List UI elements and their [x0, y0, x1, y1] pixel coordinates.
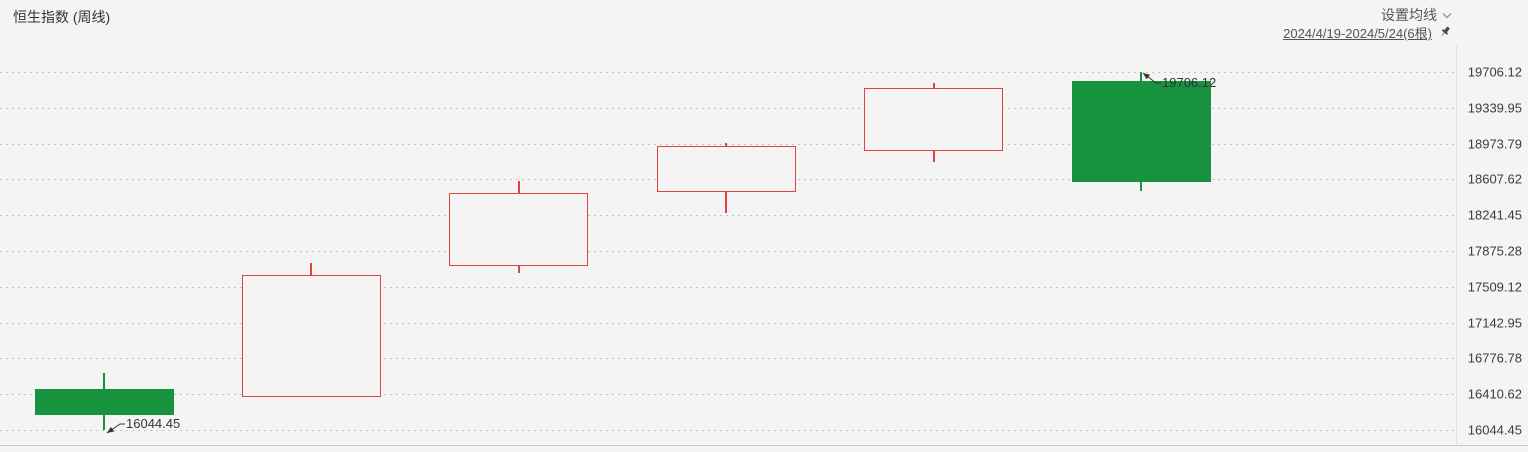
pin-icon[interactable] [1437, 25, 1452, 40]
chevron-down-icon [1442, 12, 1452, 18]
chart-bottom-border [0, 445, 1528, 446]
low-annotation-label: 16044.45 [126, 416, 181, 431]
gridline [0, 394, 1456, 396]
high-annotation-label: 19706.12 [1162, 75, 1217, 90]
y-axis-tick-label: 16776.78 [1467, 350, 1522, 366]
chart-title: 恒生指数 (周线) [13, 9, 111, 25]
y-axis-tick-label: 19339.95 [1467, 100, 1522, 116]
ma-settings-button[interactable]: 设置均线 [1381, 5, 1452, 25]
gridline [0, 358, 1456, 360]
candle[interactable] [449, 192, 589, 266]
y-axis-tick-label: 17142.95 [1467, 315, 1522, 331]
date-range-link[interactable]: 2024/4/19-2024/5/24(6根) [1283, 26, 1432, 41]
gridline [0, 430, 1456, 431]
candle[interactable] [34, 388, 174, 415]
candle[interactable] [241, 274, 381, 397]
candle[interactable] [1071, 81, 1211, 182]
gridline [0, 143, 1456, 145]
y-axis-tick-label: 18241.45 [1467, 207, 1522, 223]
y-axis-tick-label: 17509.12 [1467, 279, 1522, 295]
y-axis-tick-label: 17875.28 [1467, 243, 1522, 259]
y-axis-tick-label: 16044.45 [1467, 422, 1522, 438]
y-axis-tick-label: 16410.62 [1467, 386, 1522, 402]
ma-settings-label: 设置均线 [1381, 7, 1437, 23]
y-axis-tick-label: 19706.12 [1467, 64, 1522, 80]
gridline [0, 72, 1456, 73]
gridline [0, 286, 1456, 288]
y-axis-tick-label: 18607.62 [1467, 171, 1522, 187]
candle[interactable] [864, 88, 1004, 151]
gridline [0, 251, 1456, 252]
y-axis-separator [1456, 45, 1457, 445]
gridline [0, 215, 1456, 217]
gridline [0, 107, 1456, 109]
gridline [0, 322, 1456, 324]
date-range-row: 2024/4/19-2024/5/24(6根) [1283, 23, 1452, 42]
candle[interactable] [656, 146, 796, 192]
y-axis-tick-label: 18973.79 [1467, 136, 1522, 152]
